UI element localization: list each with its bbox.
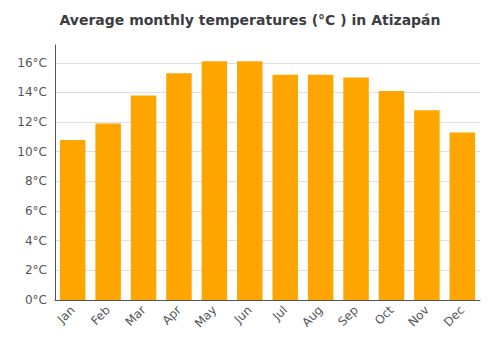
svg-text:Jan: Jan (54, 303, 78, 327)
svg-text:8°C: 8°C (25, 174, 47, 188)
svg-text:Sep: Sep (335, 303, 361, 329)
svg-text:16°C: 16°C (17, 56, 47, 70)
svg-text:Apr: Apr (159, 303, 184, 328)
svg-text:May: May (192, 303, 219, 330)
svg-text:Mar: Mar (123, 303, 149, 329)
svg-text:Jun: Jun (231, 303, 255, 327)
svg-text:Average monthly temperatures (: Average monthly temperatures (°C ) in At… (59, 12, 440, 28)
svg-text:Aug: Aug (299, 303, 325, 329)
svg-text:Dec: Dec (441, 303, 467, 329)
svg-text:Nov: Nov (405, 303, 431, 329)
svg-text:12°C: 12°C (17, 115, 47, 129)
svg-text:6°C: 6°C (25, 204, 47, 218)
svg-text:2°C: 2°C (25, 263, 47, 277)
svg-text:Jul: Jul (269, 303, 290, 324)
svg-text:14°C: 14°C (17, 85, 47, 99)
svg-text:10°C: 10°C (17, 145, 47, 159)
svg-text:Oct: Oct (372, 303, 397, 328)
svg-text:Feb: Feb (88, 303, 113, 328)
svg-text:4°C: 4°C (25, 234, 47, 248)
svg-text:0°C: 0°C (25, 293, 47, 307)
